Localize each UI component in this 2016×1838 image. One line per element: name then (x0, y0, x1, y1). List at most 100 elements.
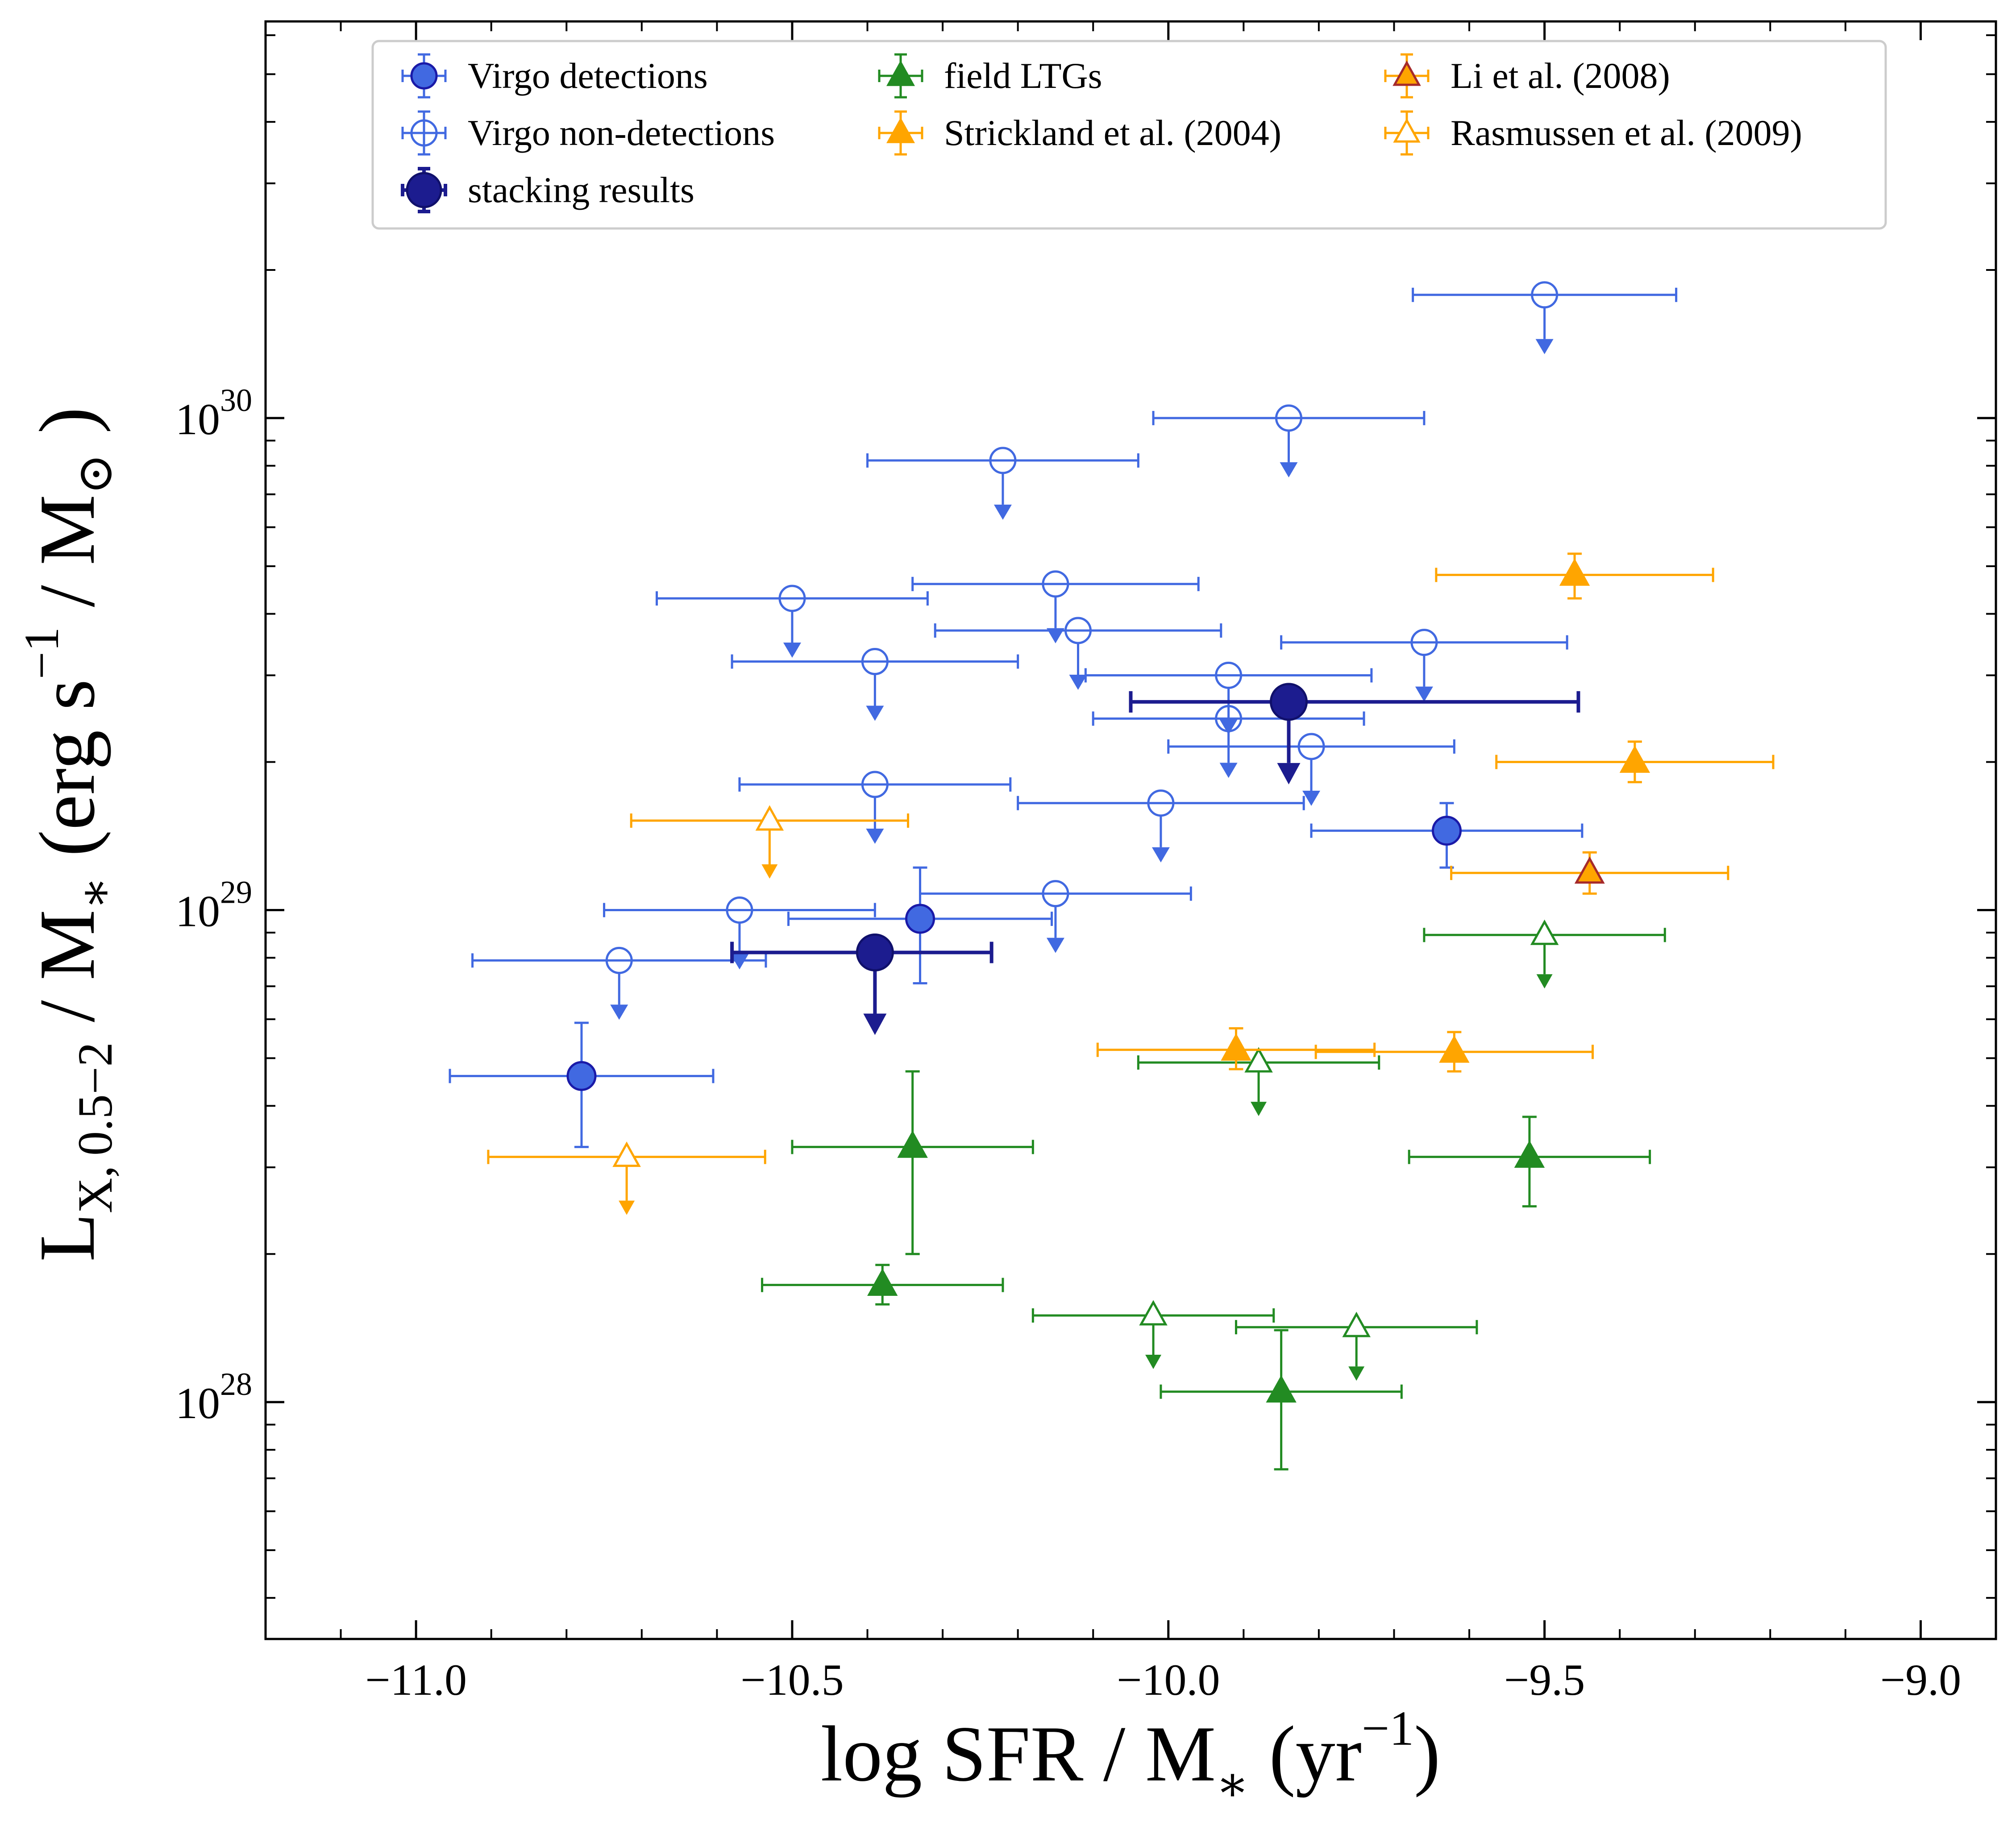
strickland-point (1495, 740, 1775, 784)
legend-field-ltg-marker (886, 60, 915, 86)
virgo-non-detection-point (471, 946, 767, 1020)
virgo-non-detection-marker (989, 447, 1017, 474)
virgo-non-detection-point (1084, 661, 1373, 735)
li-marker (1574, 856, 1605, 884)
virgo-non-detection-marker (1147, 789, 1175, 817)
virgo-non-detection-point (1092, 705, 1365, 778)
virgo-non-detection-point (656, 585, 929, 658)
legend-virgo-non-detection-marker (410, 119, 438, 147)
y-tick-label: 1029 (175, 875, 252, 936)
rasmussen-point (630, 805, 910, 879)
virgo-non-detection-marker (778, 585, 806, 612)
upper-limit-arrowhead (1046, 938, 1064, 953)
virgo-non-detection-marker (1275, 404, 1302, 432)
x-tick-label: −9.0 (1880, 1655, 1961, 1705)
upper-limit-arrowhead (1535, 339, 1554, 354)
field-ltg-marker (1266, 1375, 1297, 1403)
strickland-marker (1221, 1033, 1251, 1061)
legend-label-field-ltgs: field LTGs (944, 55, 1102, 96)
field-ltg-marker (867, 1268, 898, 1296)
field-ltg-open-marker (1530, 919, 1559, 945)
stacking-result-marker (856, 934, 894, 972)
virgo-non-detection-point (866, 447, 1139, 520)
virgo-detection-point (449, 1021, 715, 1148)
field-ltg-point (791, 1070, 1034, 1255)
upper-limit-arrowhead (783, 643, 801, 658)
legend: Virgo detections Virgo non-detections st… (371, 40, 1887, 230)
strickland-marker (1439, 1035, 1470, 1063)
legend-strickland-marker (886, 117, 915, 143)
x-tick-label: −11.0 (365, 1655, 467, 1705)
legend-label-rasmussen: Rasmussen et al. (2009) (1451, 112, 1802, 153)
legend-label-li: Li et al. (2008) (1451, 55, 1670, 96)
upper-limit-arrowhead (1069, 675, 1087, 690)
legend-stacking-marker (406, 172, 442, 208)
virgo-non-detection-marker (1215, 705, 1243, 732)
field-ltg-open-marker (1342, 1311, 1371, 1337)
virgo-detection-point (787, 866, 1053, 985)
legend-virgo-detection-marker (410, 62, 438, 90)
field-ltg-upper-limit-point (1235, 1311, 1478, 1381)
x-tick-label: −10.0 (1117, 1655, 1220, 1705)
legend-label-virgo-detections: Virgo detections (468, 55, 708, 96)
virgo-non-detection-marker (1215, 661, 1243, 689)
strickland-point (1096, 1027, 1376, 1070)
virgo-non-detection-marker (1297, 733, 1325, 760)
y-tick-label: 1030 (175, 382, 252, 444)
upper-limit-arrowhead (866, 829, 884, 844)
virgo-non-detection-marker (861, 648, 889, 676)
virgo-non-detection-marker (1042, 570, 1069, 598)
strickland-point (1314, 1031, 1594, 1073)
stacking-result-marker (1269, 683, 1308, 721)
strickland-marker (1559, 558, 1590, 586)
virgo-non-detection-point (911, 570, 1200, 643)
upper-limit-arrowhead (1219, 719, 1238, 735)
legend-rasmussen-marker (1393, 118, 1421, 143)
legend-markers (401, 53, 1430, 213)
field-ltg-open-marker (1139, 1300, 1168, 1326)
rasmussen-point (487, 1141, 766, 1215)
upper-limit-arrowhead (863, 1013, 887, 1035)
legend-label-virgo-non-detections: Virgo non-detections (468, 112, 775, 153)
virgo-non-detection-point (1167, 733, 1455, 806)
upper-limit-arrowhead (761, 864, 778, 879)
virgo-non-detection-point (1017, 789, 1305, 863)
field-ltg-point (1408, 1116, 1651, 1207)
upper-limit-arrowhead (1277, 763, 1301, 784)
upper-limit-arrowhead (1302, 790, 1321, 806)
virgo-non-detection-point (1280, 629, 1568, 702)
virgo-non-detection-point (919, 880, 1192, 953)
virgo-detection-marker (905, 904, 935, 934)
y-axis-title: LX, 0.5−2 / M∗ (erg s−1 / M⊙ ) (14, 407, 122, 1261)
x-tick-label: −10.5 (740, 1655, 844, 1705)
rasmussen-marker (755, 805, 784, 831)
virgo-non-detection-marker (605, 946, 633, 974)
virgo-detection-marker (1431, 816, 1462, 846)
legend-box (371, 40, 1887, 230)
field-ltg-marker (897, 1130, 928, 1158)
upper-limit-arrowhead (730, 954, 748, 970)
upper-limit-arrowhead (1145, 1354, 1162, 1369)
upper-limit-arrowhead (866, 705, 884, 721)
virgo-non-detection-point (603, 896, 876, 970)
upper-limit-arrowhead (1046, 628, 1064, 643)
virgo-non-detection-point (738, 771, 1012, 844)
field-ltg-upper-limit-point (1423, 919, 1666, 989)
field-ltg-upper-limit-point (1137, 1047, 1380, 1116)
virgo-non-detection-marker (861, 771, 889, 798)
legend-li-marker (1392, 60, 1421, 86)
x-tick-label: −9.5 (1504, 1655, 1585, 1705)
upper-limit-arrowhead (610, 1004, 628, 1020)
li-point (1450, 851, 1729, 895)
upper-limit-arrowhead (1348, 1366, 1365, 1381)
plot-area (449, 281, 1775, 1471)
virgo-non-detection-point (934, 617, 1222, 690)
virgo-detection-point (1310, 802, 1584, 869)
upper-limit-arrowhead (619, 1200, 635, 1215)
upper-limit-arrowhead (1280, 462, 1298, 477)
virgo-non-detection-marker (1042, 880, 1069, 908)
virgo-non-detection-point (731, 648, 1019, 721)
legend-label-strickland: Strickland et al. (2004) (944, 112, 1281, 153)
stacking-result-point (730, 934, 993, 1035)
